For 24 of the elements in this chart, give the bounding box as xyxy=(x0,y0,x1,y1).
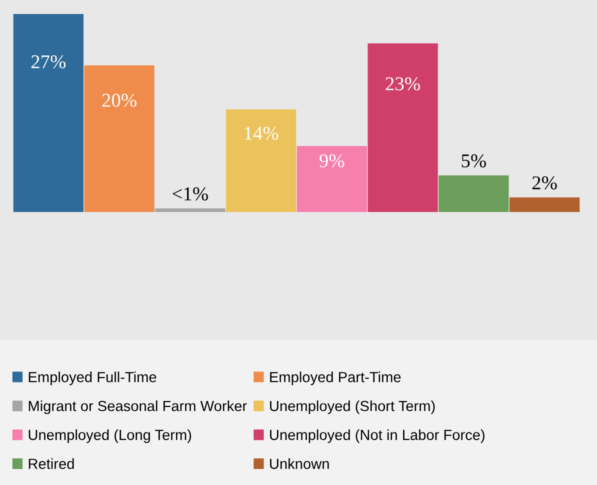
legend-label: Migrant or Seasonal Farm Worker xyxy=(28,400,247,414)
data-label: 5% xyxy=(462,154,486,168)
bar xyxy=(84,65,154,212)
data-label: 23% xyxy=(386,77,420,90)
legend-label: Employed Full-Time xyxy=(28,372,156,386)
legend-label: Unemployed (Long Term) xyxy=(28,429,192,443)
legend-label: Unknown xyxy=(270,458,329,469)
data-label: 9% xyxy=(320,154,344,168)
legend-label: Employed Part-Time xyxy=(270,372,401,386)
data-label: 14% xyxy=(244,126,278,140)
data-label: 2% xyxy=(532,176,557,190)
bar xyxy=(296,146,368,212)
data-label: <1% xyxy=(172,187,208,200)
bar xyxy=(438,175,509,212)
data-label: 27% xyxy=(31,55,66,68)
bar xyxy=(226,109,296,212)
data-label: 20% xyxy=(102,94,136,107)
bar xyxy=(155,208,226,212)
bar xyxy=(509,197,580,212)
legend-label: Retired xyxy=(28,458,74,469)
bar xyxy=(13,14,84,212)
bar xyxy=(368,43,438,212)
legend-label: Unemployed (Short Term) xyxy=(270,400,435,414)
legend-label: Unemployed (Not in Labor Force) xyxy=(270,429,484,443)
